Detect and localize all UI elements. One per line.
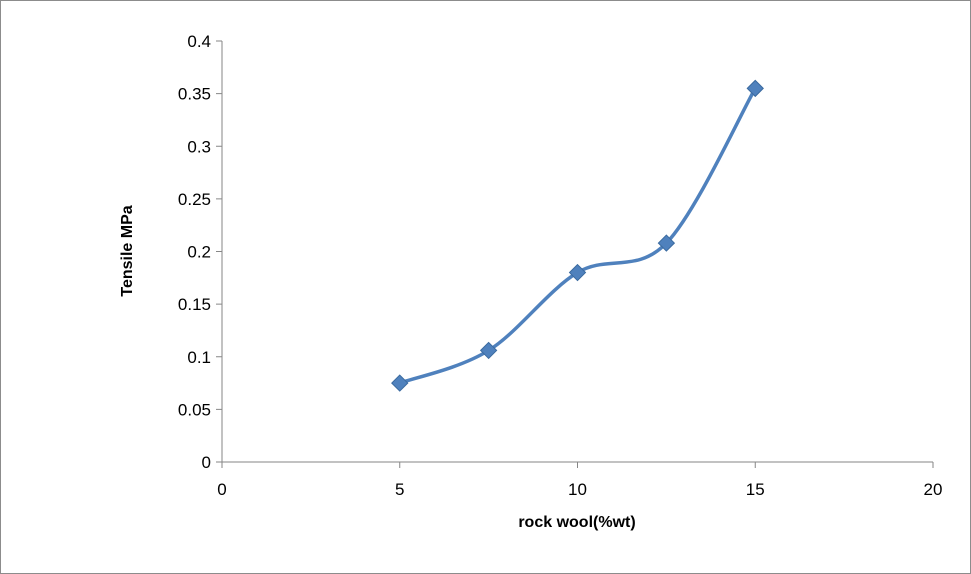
y-tick-label: 0.15: [178, 295, 211, 314]
data-point-marker: [657, 234, 676, 252]
x-tick-label: 10: [568, 480, 587, 499]
y-tick-label: 0.4: [187, 32, 211, 51]
y-tick-label: 0.2: [187, 243, 211, 262]
x-tick-label: 15: [746, 480, 765, 499]
y-tick-label: 0.3: [187, 137, 211, 156]
x-tick-label: 0: [217, 480, 226, 499]
y-tick-label: 0.35: [178, 85, 211, 104]
data-point-marker: [479, 341, 498, 360]
y-tick-label: 0.25: [178, 190, 211, 209]
data-point-marker: [391, 374, 409, 392]
x-axis-title: rock wool(%wt): [518, 514, 635, 531]
y-axis-title: Tensile MPa: [119, 205, 136, 296]
data-point-marker: [746, 79, 764, 98]
y-tick-label: 0: [202, 453, 211, 472]
series-layer: [391, 79, 764, 392]
data-point-marker: [568, 263, 587, 282]
axes: 0 0.05 0.1 0.15 0.2 0.25 0.3 0.35 0.4 0 5 10 15 20: [178, 32, 943, 499]
y-tick-label: 0.05: [178, 400, 211, 419]
x-tick-label: 20: [924, 480, 943, 499]
x-tick-label: 5: [395, 480, 404, 499]
series-line: [398, 86, 757, 385]
y-tick-label: 0.1: [187, 348, 211, 367]
